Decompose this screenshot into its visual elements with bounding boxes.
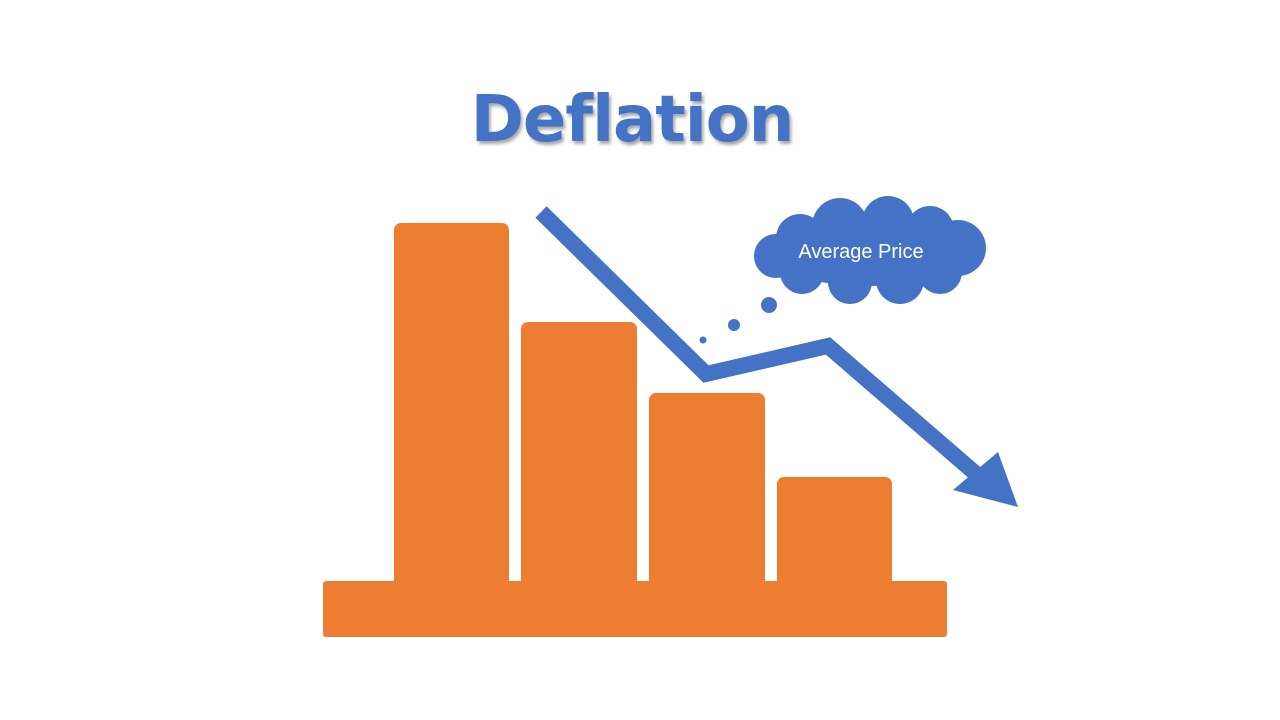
cloud-label: Average Price: [798, 241, 923, 263]
bar-4: [777, 477, 892, 588]
thought-cloud-icon: Average Price: [754, 196, 986, 304]
bar-2: [521, 322, 637, 588]
bar-1: [394, 223, 509, 588]
thought-dots: [699, 297, 777, 344]
slide-title: Deflation: [470, 83, 795, 157]
bar-3: [649, 393, 765, 588]
trend-down-arrow-icon: [535, 206, 1018, 507]
chart-base: [323, 581, 947, 637]
